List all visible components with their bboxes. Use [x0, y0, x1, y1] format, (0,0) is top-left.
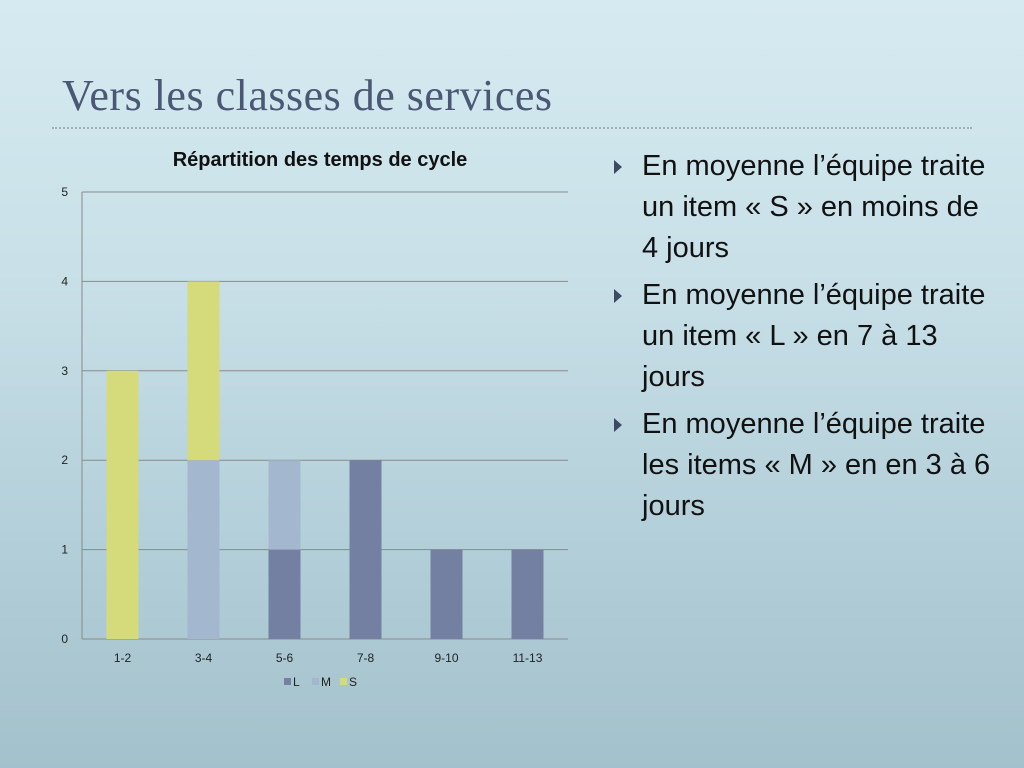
bullet-text: En moyenne l’équipe traite un item « L »…: [642, 279, 986, 393]
bar-S-3-4: [187, 281, 220, 461]
triangle-bullet-icon: [614, 289, 622, 303]
y-tick-label: 3: [61, 364, 68, 378]
bars: [106, 281, 544, 639]
bar-L-9-10: [430, 549, 463, 639]
legend-swatch-L: [284, 678, 291, 685]
x-tick-label: 3-4: [195, 651, 213, 665]
bullet-item: En moyenne l’équipe traite un item « L »…: [612, 275, 992, 398]
legend-swatch-M: [312, 678, 319, 685]
chart-svg: Répartition des temps de cycle 0 1 2 3 4 5 1-…: [61, 149, 568, 689]
x-tick-labels: 1-2 3-4 5-6 7-8 9-10 11-13: [114, 651, 543, 665]
legend-label-S: S: [349, 675, 357, 689]
chart-title: Répartition des temps de cycle: [173, 149, 468, 171]
x-tick-label: 9-10: [434, 651, 458, 665]
bullet-text: En moyenne l’équipe traite un item « S »…: [642, 150, 986, 264]
bar-S-1-2: [106, 370, 139, 639]
slide-title: Vers les classes de services: [62, 71, 553, 120]
cycle-time-chart: Répartition des temps de cycle 0 1 2 3 4 5 1-…: [0, 130, 600, 710]
x-tick-label: 7-8: [357, 651, 375, 665]
bar-M-3-4: [187, 460, 220, 639]
legend-swatch-S: [340, 678, 347, 685]
triangle-bullet-icon: [614, 160, 622, 174]
y-tick-label: 5: [61, 185, 68, 199]
bar-L-5-6: [268, 549, 301, 639]
y-tick-labels: 0 1 2 3 4 5: [61, 185, 68, 646]
bullet-item: En moyenne l’équipe traite un item « S »…: [612, 146, 992, 269]
y-tick-label: 2: [61, 453, 68, 467]
title-divider: [52, 127, 972, 129]
legend-label-M: M: [321, 675, 331, 689]
y-tick-label: 4: [61, 274, 68, 288]
bullet-list: En moyenne l’équipe traite un item « S »…: [612, 146, 992, 533]
legend-label-L: L: [293, 675, 300, 689]
grid-lines: [82, 191, 568, 640]
bullet-text: En moyenne l’équipe traite les items « M…: [642, 408, 991, 522]
x-tick-label: 11-13: [513, 651, 543, 665]
x-tick-label: 1-2: [114, 651, 132, 665]
bullet-item: En moyenne l’équipe traite les items « M…: [612, 404, 992, 527]
bar-L-7-8: [349, 460, 382, 639]
triangle-bullet-icon: [614, 418, 622, 432]
x-tick-label: 5-6: [276, 651, 294, 665]
bar-M-5-6: [268, 460, 301, 550]
y-tick-label: 1: [61, 543, 68, 557]
bar-L-11-13: [511, 549, 544, 639]
y-tick-label: 0: [61, 632, 68, 646]
